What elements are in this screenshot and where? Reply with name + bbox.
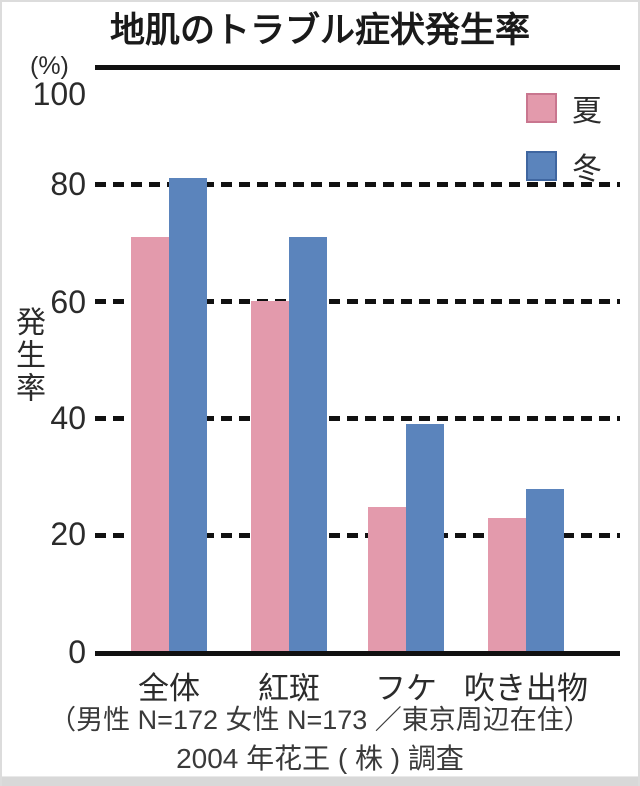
- legend-item-summer: 夏: [526, 86, 602, 130]
- bar-winter-1: [169, 178, 207, 653]
- footer-sample-note: （男性 N=172 女性 N=173 ／東京周辺在住）: [49, 705, 591, 735]
- y-tick-label-60: 60: [50, 284, 86, 320]
- chart-title: 地肌のトラブル症状発生率: [109, 11, 530, 50]
- gridline-20: [95, 533, 620, 539]
- winter-swatch-icon: [526, 151, 557, 181]
- bar-summer-1: [131, 236, 169, 653]
- legend-label-summer: 夏: [572, 95, 602, 128]
- bar-winter-3: [406, 424, 444, 653]
- legend-label-winter: 冬: [572, 153, 602, 186]
- y-tick-label-20: 20: [50, 516, 86, 552]
- bar-winter-4: [526, 488, 564, 653]
- y-axis-title: 発生率: [11, 306, 44, 405]
- gridline-40: [95, 416, 620, 422]
- legend-item-winter: 冬: [526, 144, 602, 188]
- y-tick-label-100: 100: [32, 76, 86, 112]
- y-axis-unit-label: (%): [30, 52, 69, 80]
- plot-area: 全体 紅斑 フケ 吹き出物: [95, 64, 620, 706]
- bar-summer-4: [488, 518, 526, 653]
- bar-group-2: 紅斑: [251, 67, 327, 706]
- y-tick-label-80: 80: [50, 166, 86, 202]
- bar-group-1: 全体: [131, 67, 207, 706]
- bar-winter-2: [289, 236, 327, 653]
- gridline-60: [95, 298, 620, 304]
- y-tick-label-0: 0: [68, 634, 86, 670]
- bar-group-4: 吹き出物: [464, 67, 588, 706]
- category-label-3: フケ: [375, 671, 437, 706]
- legend: 夏 冬: [526, 86, 602, 202]
- bar-group-3: フケ: [368, 67, 444, 706]
- category-label-1: 全体: [138, 671, 200, 706]
- footer-note: （男性 N=172 女性 N=173 ／東京周辺在住） 2004 年花王 ( 株…: [0, 701, 640, 779]
- gridline-80: [95, 181, 620, 187]
- y-tick-label-40: 40: [50, 400, 86, 436]
- summer-swatch-icon: [526, 93, 557, 123]
- footer-source-note: 2004 年花王 ( 株 ) 調査: [176, 743, 464, 774]
- category-label-2: 紅斑: [258, 671, 320, 706]
- bar-summer-2: [251, 301, 289, 653]
- category-label-4: 吹き出物: [464, 671, 588, 706]
- x-axis-line: [95, 650, 620, 656]
- gridline-100: [95, 64, 620, 70]
- bar-summer-3: [368, 506, 406, 653]
- bottom-strip: [0, 776, 640, 786]
